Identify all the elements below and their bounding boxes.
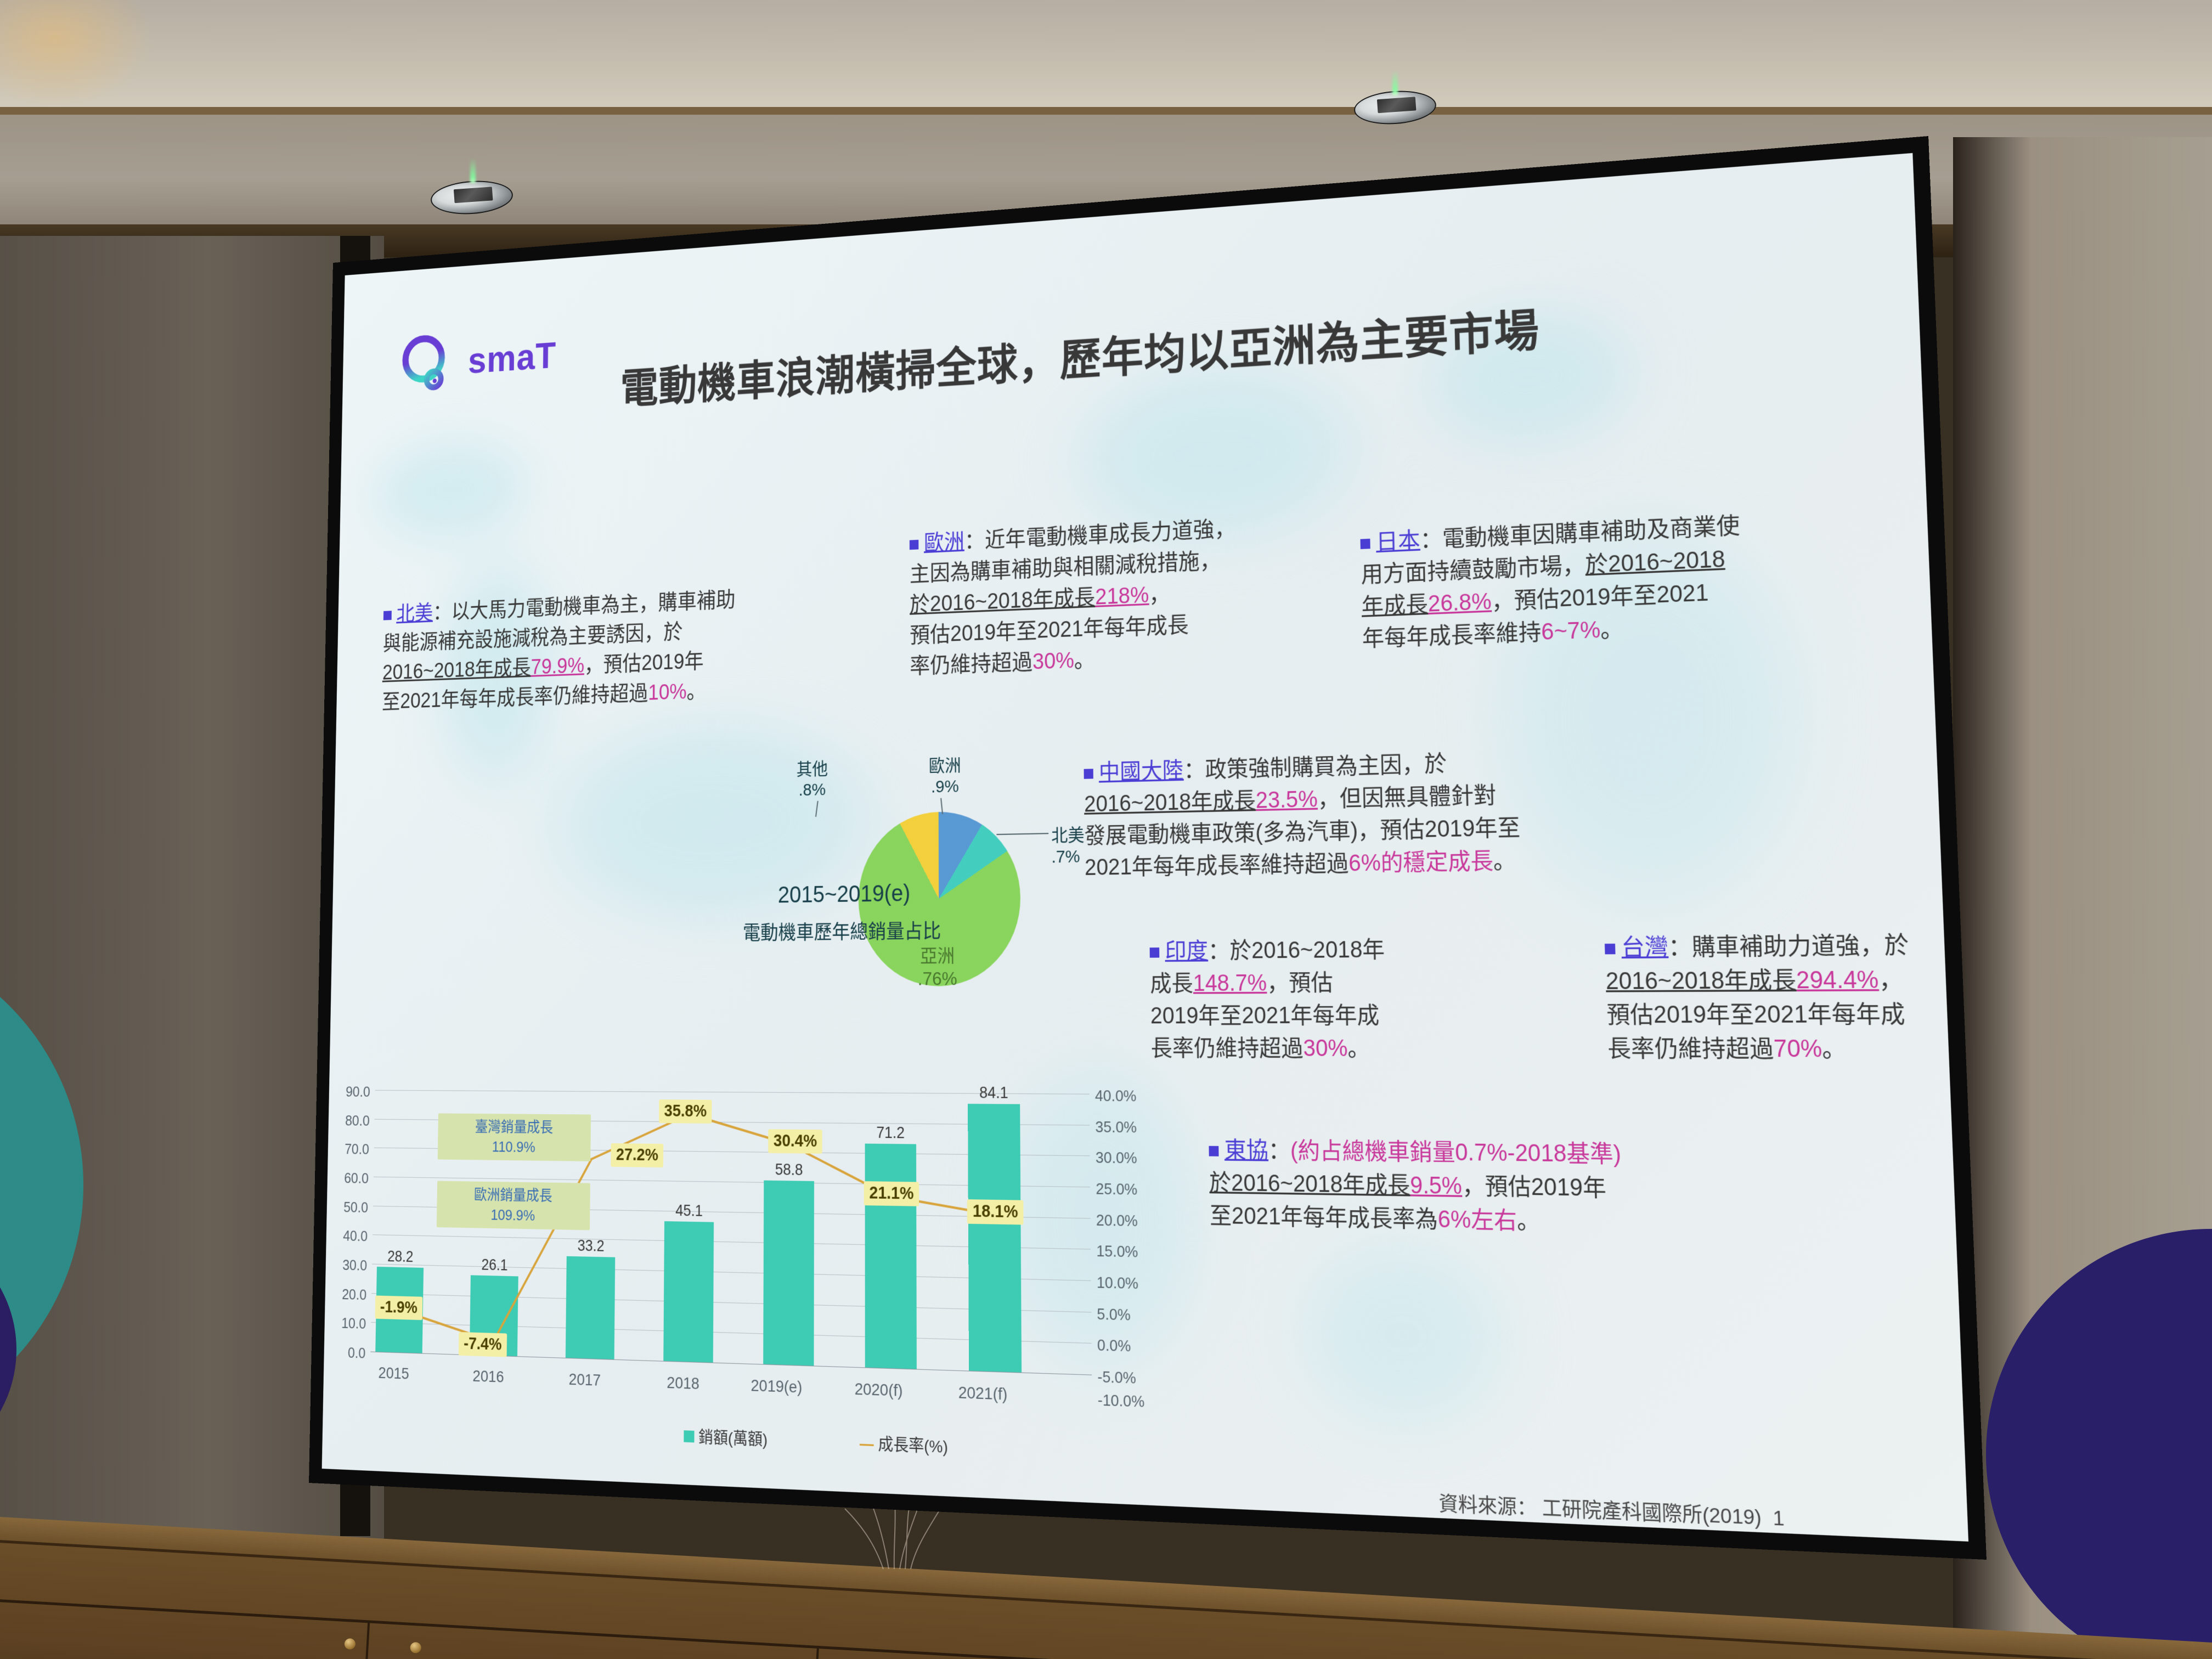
- svg-text:smaT: smaT: [468, 335, 557, 381]
